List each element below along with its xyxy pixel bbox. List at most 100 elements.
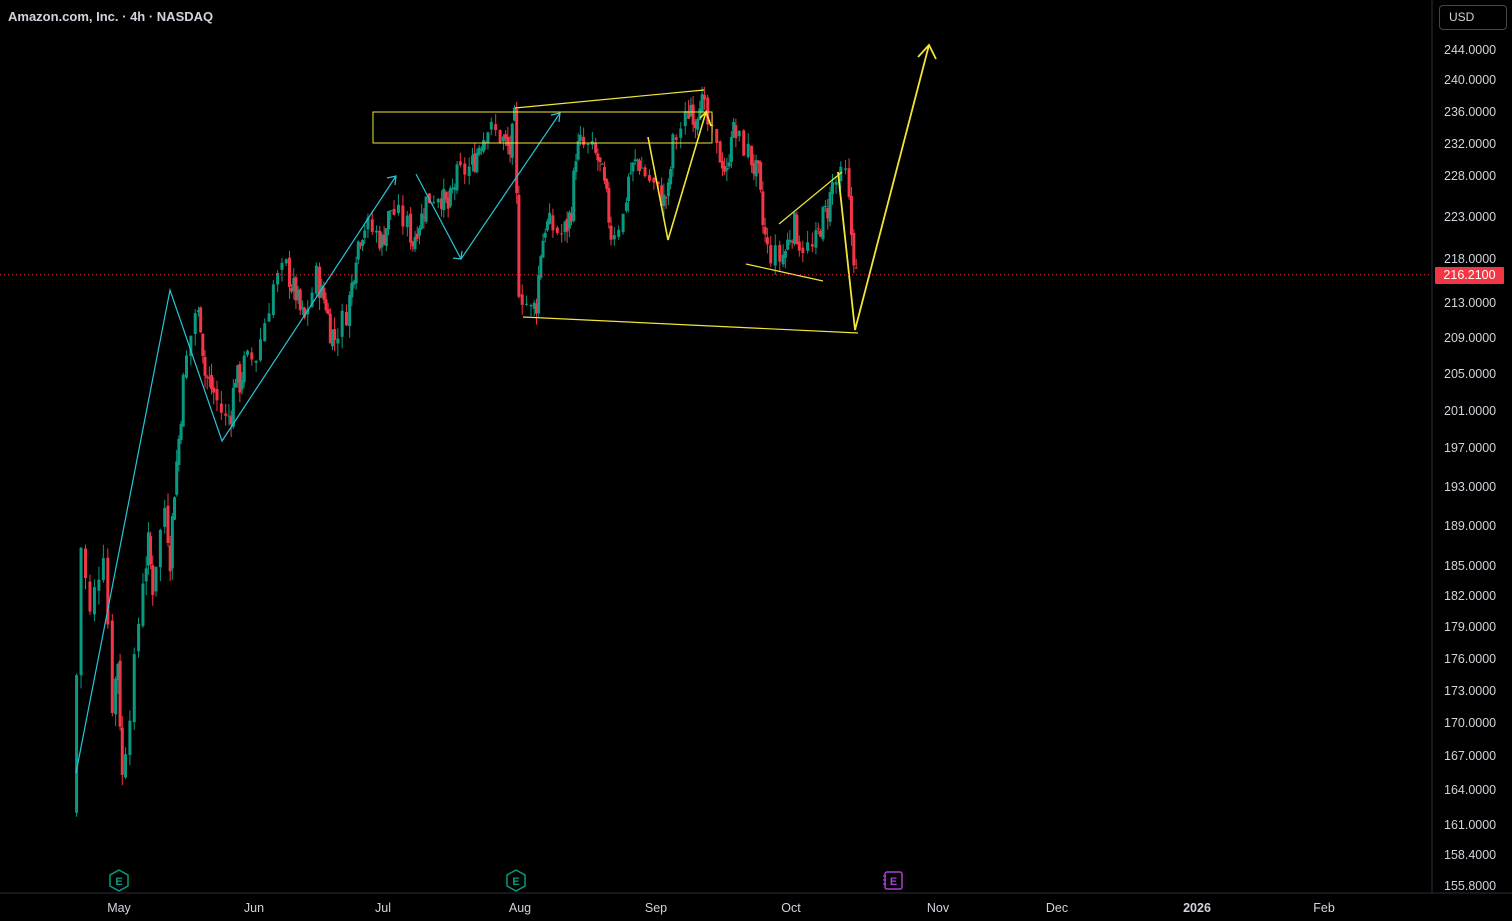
candle [179, 420, 183, 444]
candle [451, 178, 455, 194]
candle [671, 132, 675, 177]
candle [168, 535, 172, 581]
candle [506, 126, 510, 155]
candle [761, 181, 765, 234]
candle [149, 531, 153, 570]
candle [702, 86, 706, 110]
candle [227, 404, 231, 426]
candle [790, 239, 794, 249]
candle [621, 213, 625, 235]
candle [725, 157, 729, 182]
candle [814, 221, 818, 255]
candle [669, 166, 673, 190]
candle [436, 197, 440, 209]
candle [795, 211, 799, 245]
projection-arrow-head [917, 43, 937, 60]
candle [548, 203, 552, 225]
projection-path[interactable] [837, 44, 930, 331]
candle [114, 676, 118, 726]
candle [687, 99, 691, 120]
candle [737, 130, 741, 142]
candle [170, 512, 174, 580]
svg-text:E: E [890, 876, 897, 888]
price-tick-label: 223.0000 [1444, 210, 1497, 224]
candle [534, 298, 538, 325]
candle [420, 203, 424, 230]
resistance-zone-box[interactable] [372, 111, 713, 144]
candle [330, 329, 334, 351]
top-trend-line[interactable] [514, 89, 705, 109]
symbol-title[interactable]: Amazon.com, Inc. · 4h · NASDAQ [8, 9, 214, 24]
wedge-lower-line[interactable] [745, 263, 824, 282]
candle [643, 164, 647, 178]
candle [453, 183, 457, 201]
price-tick-label: 189.0000 [1444, 519, 1497, 533]
candle [300, 300, 304, 315]
candle [110, 614, 114, 717]
time-tick-label: Oct [781, 901, 801, 915]
candle [254, 360, 258, 373]
candle [258, 328, 262, 362]
candle [788, 229, 792, 246]
time-tick-label: Feb [1313, 901, 1335, 915]
candle [473, 142, 477, 173]
candle [314, 262, 318, 297]
candle [475, 148, 479, 174]
candle [199, 306, 203, 334]
earnings-marker-2[interactable]: E [506, 869, 526, 892]
candle [375, 225, 379, 243]
candle [84, 544, 87, 590]
candle [177, 435, 181, 472]
candle [517, 185, 521, 299]
candle [432, 195, 436, 205]
candle [696, 117, 700, 136]
candle [271, 280, 275, 318]
wedge-upper-line[interactable] [778, 171, 843, 225]
candle [698, 100, 702, 121]
candle [612, 227, 616, 246]
candle [411, 240, 415, 252]
candle [350, 274, 354, 307]
candle [448, 185, 452, 209]
price-tick-label: 232.0000 [1444, 137, 1497, 151]
earnings-marker-1[interactable]: E [109, 869, 129, 892]
time-tick-label: Sep [644, 901, 668, 915]
candle [296, 285, 300, 304]
candle [378, 225, 382, 252]
candle [267, 303, 271, 322]
candle [380, 232, 384, 256]
candle [652, 176, 656, 190]
candle [510, 122, 514, 165]
candle [116, 662, 120, 694]
candle [240, 372, 244, 395]
candle [370, 210, 374, 235]
candle [229, 410, 233, 438]
candle [137, 617, 141, 658]
candle [409, 207, 413, 250]
candle [477, 144, 481, 157]
candle [245, 349, 249, 358]
candle [515, 101, 519, 204]
candle [786, 232, 790, 251]
cyan-wave-line[interactable] [75, 175, 397, 774]
price-tick-label: 170.0000 [1444, 716, 1497, 730]
cyan-arrow-head-3 [452, 250, 463, 260]
earnings-marker-upcoming[interactable]: E [883, 871, 903, 890]
candle [358, 242, 362, 249]
candle [405, 211, 409, 237]
candle [446, 190, 450, 218]
bottom-trend-line[interactable] [522, 316, 859, 334]
candle [607, 181, 611, 229]
svg-text:E: E [512, 876, 519, 888]
candle [79, 546, 83, 689]
candle [679, 122, 683, 149]
price-tick-label: 236.0000 [1444, 105, 1497, 119]
candle [617, 225, 621, 240]
candle [173, 496, 177, 521]
candle [640, 156, 644, 169]
candle [250, 347, 254, 366]
currency-selector[interactable]: USD [1439, 5, 1507, 30]
candle [88, 574, 92, 615]
candle [545, 218, 549, 232]
